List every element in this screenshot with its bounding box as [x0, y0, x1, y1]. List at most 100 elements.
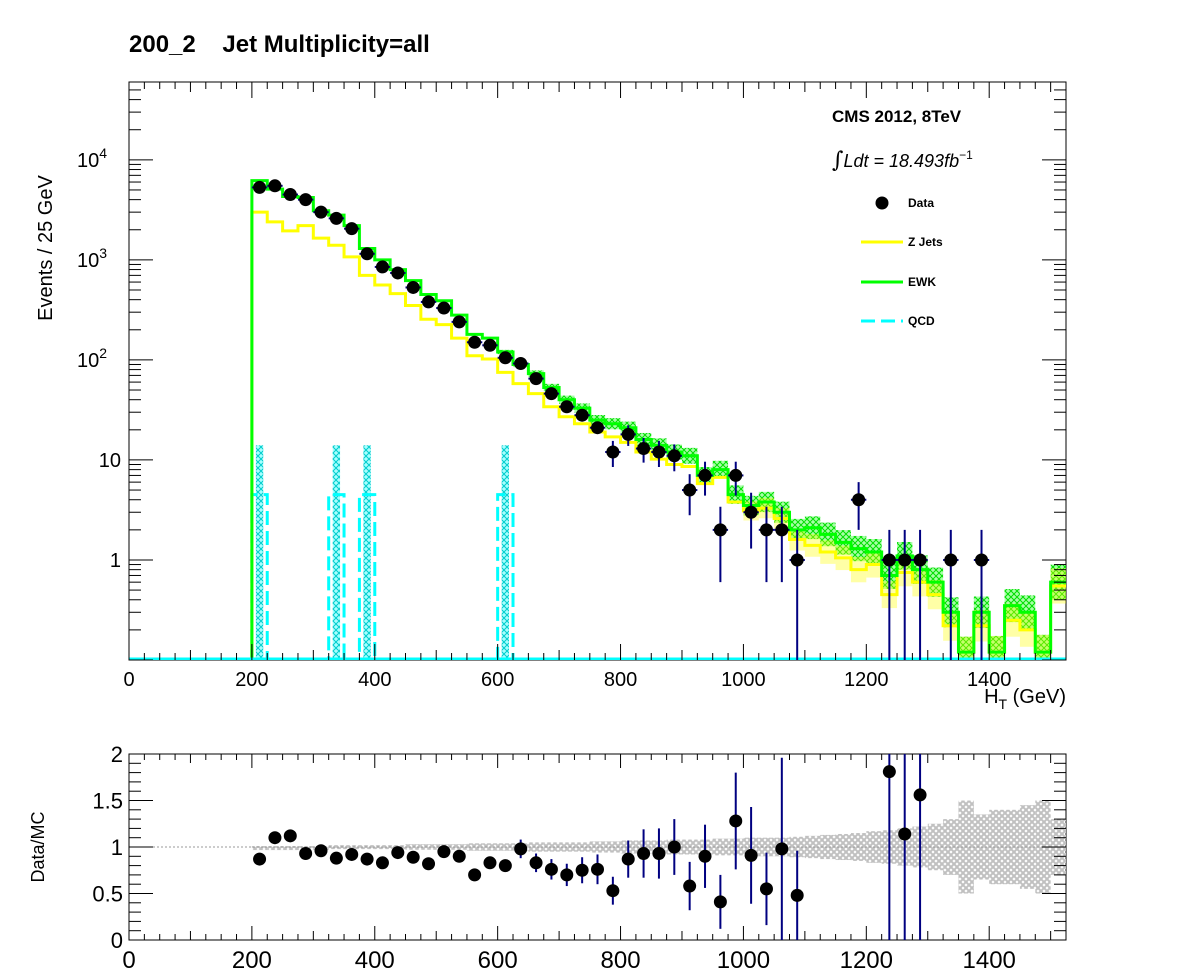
- ewk-uncertainty: [989, 635, 1005, 660]
- data-point: [391, 266, 405, 280]
- data-point: [268, 179, 282, 193]
- ratio-point: [882, 765, 896, 779]
- ewk-uncertainty: [958, 636, 974, 660]
- ratio-point: [637, 847, 651, 861]
- ratio-x-tick-label: 0: [122, 947, 135, 972]
- data-point: [575, 408, 589, 422]
- ratio-y-tick-label: 2: [111, 742, 123, 767]
- data-point: [437, 301, 451, 315]
- integral-sign: ∫: [832, 148, 844, 173]
- ratio-point: [375, 856, 389, 870]
- data-point: [698, 468, 712, 482]
- ratio-point: [683, 879, 697, 893]
- data-point: [345, 222, 359, 236]
- ratio-uncertainty-bin: [344, 845, 360, 850]
- data-point: [514, 357, 528, 371]
- ratio-uncertainty-bin: [328, 845, 345, 850]
- zjets-uncertainty: [989, 635, 1005, 660]
- data-point: [422, 295, 436, 309]
- data-point: [591, 421, 604, 435]
- ratio-x-tick-label: 600: [478, 947, 518, 972]
- ratio-x-tick-label: 800: [601, 947, 641, 972]
- data-point: [253, 180, 267, 194]
- data-point: [498, 351, 512, 365]
- data-point: [544, 387, 558, 401]
- data-point: [775, 523, 789, 537]
- y-tick-base: 10: [77, 150, 99, 172]
- data-point: [913, 553, 927, 567]
- ratio-points: [253, 754, 927, 940]
- ratio-uncertainty-bin: [420, 844, 437, 850]
- data-point: [729, 468, 743, 482]
- ratio-point: [744, 848, 758, 862]
- ratio-x-tick-label: 400: [355, 947, 395, 972]
- data-point: [483, 338, 497, 352]
- ratio-point: [913, 788, 927, 802]
- lumi-label: ∫Ldt = 18.493fb−1: [832, 148, 973, 173]
- y-tick-label: 102: [77, 345, 107, 372]
- data-point: [852, 493, 866, 507]
- y-tick-exponent: 3: [99, 245, 107, 261]
- qcd-uncertainty: [332, 445, 341, 660]
- ratio-point: [468, 868, 482, 882]
- ratio-uncertainty-bin: [543, 842, 560, 852]
- ratio-point: [729, 814, 743, 828]
- ratio-uncertainty-bin: [251, 846, 268, 851]
- y-tick-label: 10: [99, 450, 121, 472]
- y-tick-label: 104: [77, 145, 107, 172]
- ratio-point: [606, 884, 620, 898]
- data-point: [882, 553, 896, 567]
- ratio-uncertainty-bin: [835, 833, 851, 861]
- zjets-histogram: [129, 210, 1066, 660]
- ratio-point: [652, 847, 666, 861]
- ratio-point: [360, 852, 374, 866]
- x-tick-label: 200: [235, 669, 268, 691]
- data-point: [652, 445, 666, 459]
- ratio-point: [591, 862, 604, 876]
- ratio-point: [575, 863, 589, 877]
- ratio-point: [775, 842, 789, 856]
- mc-histograms: [129, 179, 1066, 660]
- legend-data-marker: [875, 196, 889, 210]
- ratio-y-tick-label: 1: [111, 835, 123, 860]
- legend-label: Data: [908, 196, 934, 210]
- ratio-y-tick-label: 0.5: [92, 882, 123, 907]
- ratio-point: [667, 840, 681, 854]
- ratio-point: [422, 857, 436, 871]
- y-axis-label: Events / 25 GeV: [35, 175, 57, 321]
- ratio-uncertainty-bin: [528, 842, 544, 852]
- data-point: [560, 400, 574, 414]
- ratio-uncertainty-bin: [1004, 809, 1020, 885]
- ratio-y-tick-label: 1.5: [92, 789, 123, 814]
- data-point: [637, 442, 651, 456]
- ratio-point: [406, 850, 420, 864]
- data-point: [452, 315, 466, 329]
- ratio-uncertainty-bin: [359, 845, 375, 850]
- y-tick-base: 10: [77, 250, 99, 272]
- data-point: [468, 335, 482, 349]
- ratio-point: [898, 827, 912, 841]
- ratio-point: [314, 844, 328, 858]
- zjets-uncertainty: [1035, 634, 1051, 660]
- data-point: [606, 445, 620, 459]
- ratio-point: [713, 895, 727, 909]
- ratio-point: [560, 868, 574, 882]
- y-tick-label: 103: [77, 245, 107, 272]
- y-tick-exponent: 2: [99, 345, 107, 361]
- ratio-uncertainty-bin: [605, 841, 621, 853]
- ratio-uncertainty-bin: [804, 835, 821, 859]
- ratio-x-tick-label: 1400: [963, 947, 1016, 972]
- ratio-point: [391, 846, 405, 860]
- ratio-x-tick-label: 1000: [717, 947, 770, 972]
- data-point: [299, 193, 313, 207]
- ratio-uncertainty-bin: [451, 844, 467, 850]
- x-tick-label: 1400: [967, 669, 1012, 691]
- ratio-point: [345, 847, 359, 861]
- x-tick-label: 600: [481, 669, 514, 691]
- data-point: [667, 449, 681, 463]
- ewk-uncertainty: [1035, 634, 1051, 660]
- ratio-axis-ticks: 0 200 400 600 800 1000 1200 1400 0 0.5 1 1.5 2: [92, 742, 1067, 972]
- ratio-uncertainty-bin: [1019, 805, 1036, 889]
